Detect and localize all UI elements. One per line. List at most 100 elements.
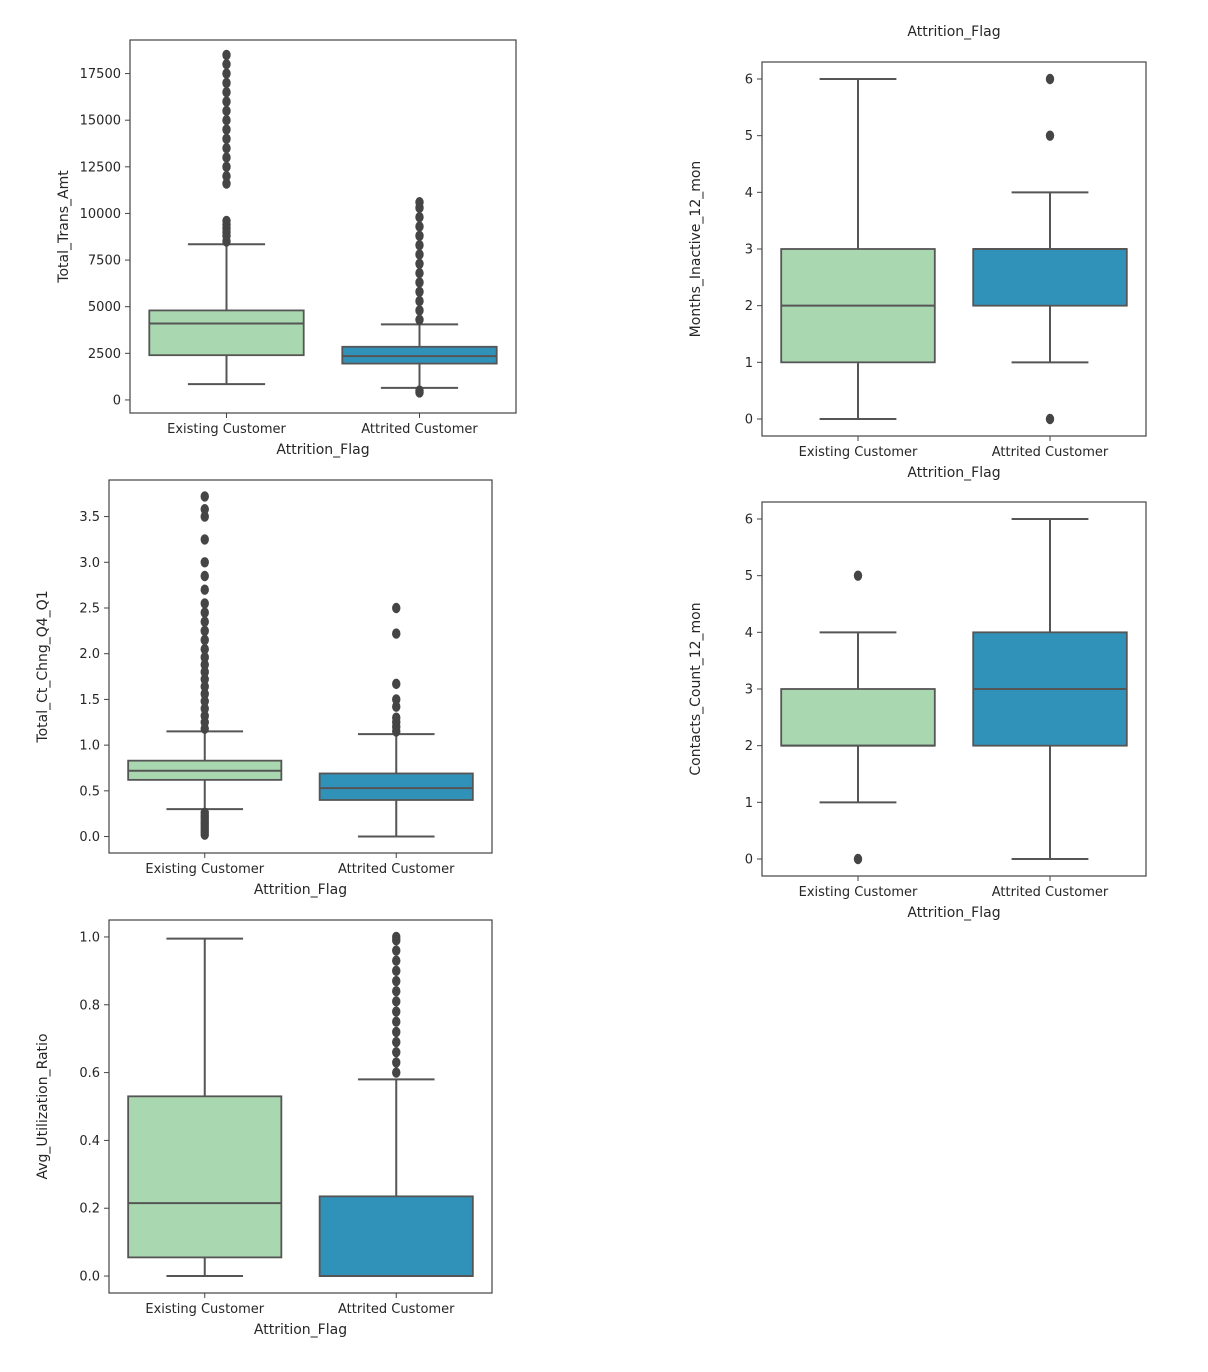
outlier-point	[200, 681, 209, 692]
outlier-point	[1045, 73, 1055, 85]
outlier-point	[200, 625, 209, 637]
outlier-point	[392, 931, 401, 943]
outlier-point	[222, 77, 231, 89]
y-tick-label: 3.5	[79, 510, 100, 525]
outlier-point	[392, 1016, 401, 1027]
outlier-point	[392, 955, 401, 966]
y-axis-label: Avg_Utilization_Ratio	[35, 1033, 51, 1179]
outlier-point	[392, 602, 401, 614]
box-attrited	[972, 518, 1128, 860]
outlier-point	[415, 239, 424, 251]
chart-panel-5: 0.0 0.2 0.4 0.6 0.8 1.0 Existing Customer Attri…	[35, 919, 493, 1338]
plot-frame	[761, 501, 1147, 877]
x-tick-label: Existing Customer	[799, 445, 918, 460]
x-axis-label: Attrition_Flag	[276, 442, 369, 458]
outlier-point	[200, 688, 209, 700]
outlier-point	[200, 557, 209, 568]
box-existing	[780, 570, 936, 865]
y-tick-label: 10000	[80, 207, 121, 222]
outlier-point	[200, 491, 209, 502]
chart-title: Attrition_Flag	[907, 24, 1000, 40]
outlier-point	[392, 694, 401, 705]
outlier-point	[392, 945, 401, 956]
y-tick-label: 0.4	[79, 1134, 100, 1149]
outlier-point	[200, 703, 209, 714]
outlier-point	[222, 49, 231, 61]
outlier-point	[392, 1057, 401, 1068]
outlier-point	[853, 853, 863, 865]
y-axis-label: Contacts_Count_12_mon	[688, 602, 704, 775]
y-tick-label: 0.6	[79, 1066, 100, 1081]
y-axis-label: Total_Trans_Amt	[56, 170, 72, 284]
outlier-point	[392, 678, 401, 690]
outlier-point	[1045, 130, 1055, 141]
y-tick-label: 3	[745, 243, 753, 258]
iqr-box	[148, 309, 305, 357]
y-axis-label: Total_Ct_Chng_Q4_Q1	[35, 590, 51, 743]
outlier-point	[415, 305, 424, 316]
outlier-point	[222, 133, 231, 145]
y-tick-label: 5	[745, 129, 753, 144]
outlier-point	[415, 314, 424, 325]
y-tick-label: 0	[745, 853, 753, 868]
x-axis-label: Attrition_Flag	[254, 1322, 347, 1338]
x-axis-label: Attrition_Flag	[907, 905, 1000, 921]
outlier-point	[392, 975, 401, 987]
outlier-point	[415, 286, 424, 297]
iqr-box	[780, 688, 936, 747]
y-axis-label: Months_Inactive_12_mon	[688, 161, 704, 338]
y-tick-label: 2	[745, 299, 753, 314]
outlier-point	[1045, 413, 1055, 425]
outlier-point	[415, 267, 424, 279]
y-tick-label: 7500	[88, 254, 121, 269]
chart-panel-4: 0 1 2 3 4 5 6 Existing Customer Attrited Custome…	[688, 501, 1147, 921]
outlier-point	[200, 643, 209, 655]
outlier-point	[222, 105, 231, 117]
x-tick-label: Existing Customer	[799, 885, 918, 900]
outlier-point	[415, 211, 424, 223]
outlier-point	[200, 616, 209, 627]
box-existing	[127, 491, 283, 840]
outlier-point	[222, 161, 231, 173]
outlier-point	[222, 114, 231, 126]
outlier-point	[222, 59, 231, 70]
box-existing	[127, 937, 283, 1278]
outlier-point	[222, 142, 231, 154]
outlier-point	[415, 249, 424, 260]
outlier-point	[853, 570, 863, 581]
y-tick-label: 2500	[88, 347, 121, 362]
outlier-point	[200, 534, 209, 545]
plot-frame	[129, 39, 517, 414]
y-tick-label: 1	[745, 796, 753, 811]
outlier-point	[392, 1047, 401, 1058]
outlier-point	[222, 215, 231, 227]
outlier-point	[200, 674, 209, 685]
outlier-point	[222, 124, 231, 135]
box-existing	[148, 49, 305, 386]
y-tick-label: 0.8	[79, 998, 100, 1013]
outlier-point	[200, 584, 209, 595]
x-tick-label: Existing Customer	[167, 422, 286, 437]
outlier-point	[415, 197, 424, 208]
y-tick-label: 0	[745, 413, 753, 428]
y-tick-label: 12500	[80, 160, 121, 175]
outlier-point	[415, 221, 424, 232]
outlier-point	[222, 87, 231, 98]
x-tick-label: Attrited Customer	[992, 445, 1109, 460]
x-tick-label: Attrited Customer	[338, 862, 455, 877]
y-tick-label: 0.5	[79, 784, 100, 799]
x-tick-label: Existing Customer	[145, 862, 264, 877]
plot-frame	[108, 479, 493, 854]
y-tick-label: 2.0	[79, 647, 100, 662]
y-tick-label: 6	[745, 513, 753, 528]
plot-frame	[761, 61, 1147, 437]
box-attrited	[318, 602, 474, 838]
y-tick-label: 4	[745, 626, 753, 641]
chart-panel-1: 0 2500 5000 7500 10000 12500 15000 17500 Existin…	[56, 39, 517, 458]
outlier-point	[222, 152, 231, 163]
y-tick-label: 2	[745, 739, 753, 754]
y-tick-label: 0.0	[79, 830, 100, 845]
x-tick-label: Attrited Customer	[992, 885, 1109, 900]
x-tick-label: Existing Customer	[145, 1302, 264, 1317]
outlier-point	[392, 701, 401, 712]
